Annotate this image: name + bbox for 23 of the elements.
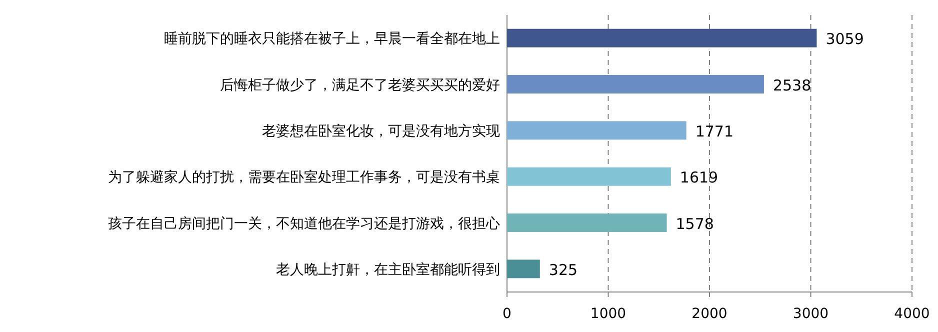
x-tick-label: 3000 [792, 306, 829, 322]
bar [507, 167, 671, 186]
x-tick-label: 4000 [894, 306, 930, 322]
y-tick-label: 老婆想在卧室化妆，可是没有地方实现 [262, 122, 500, 138]
data-label: 1771 [695, 122, 734, 140]
bar [507, 260, 540, 278]
x-tick-label: 2000 [692, 306, 728, 322]
x-tick-label: 0 [502, 306, 512, 322]
y-tick-label: 睡前脱下的睡衣只能搭在被子上，早晨一看全都在地上 [164, 30, 500, 46]
x-tick-label: 1000 [590, 306, 626, 322]
y-tick-label: 后悔柜子做少了，满足不了老婆买买买的爱好 [220, 76, 500, 92]
data-label: 2538 [772, 76, 812, 94]
y-tick-label: 孩子在自己房间把门一关，不知道他在学习还是打游戏，很担心 [108, 214, 500, 231]
data-label: 325 [548, 260, 578, 279]
data-label: 1619 [680, 168, 718, 187]
data-label: 3059 [826, 30, 864, 48]
bar [507, 214, 667, 232]
bar [507, 75, 764, 94]
data-label: 1578 [676, 214, 714, 233]
y-tick-label: 为了躲避家人的打扰，需要在卧室处理工作事务，可是没有书桌 [108, 168, 500, 185]
y-tick-label: 老人晚上打鼾，在主卧室都能听得到 [276, 260, 500, 277]
bar [507, 121, 686, 140]
bar [507, 28, 817, 48]
